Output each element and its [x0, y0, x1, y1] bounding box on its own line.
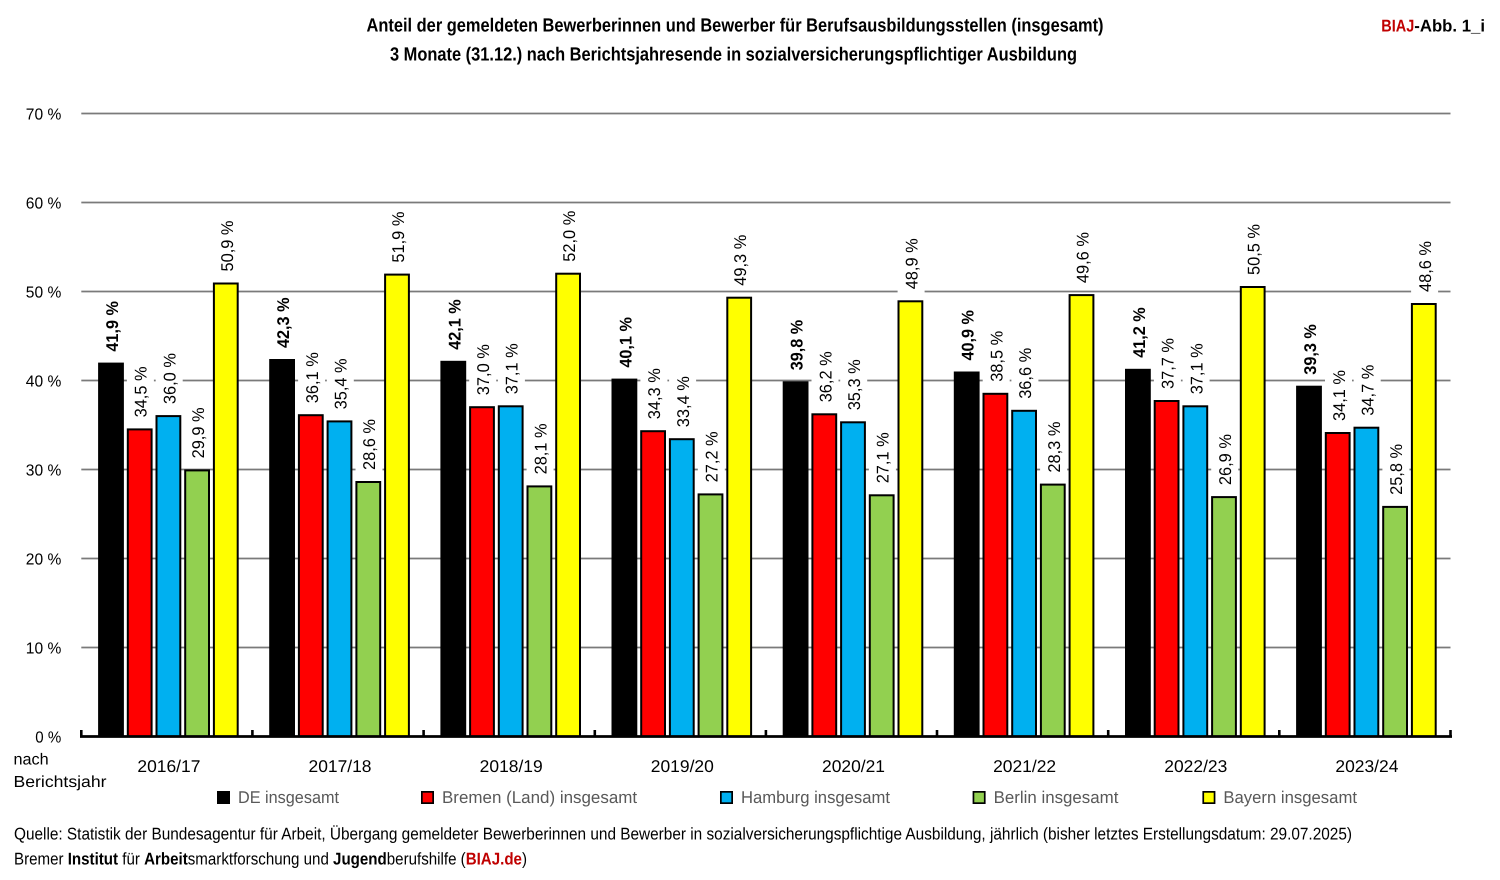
svg-text:39,8 %: 39,8 % — [788, 320, 807, 371]
svg-text:-Abb. 1_i: -Abb. 1_i — [1414, 16, 1485, 35]
svg-text:nach: nach — [14, 752, 49, 769]
svg-text:33,4 %: 33,4 % — [674, 376, 693, 427]
svg-text:50,5 %: 50,5 % — [1245, 224, 1264, 275]
svg-text:49,6 %: 49,6 % — [1074, 232, 1093, 283]
svg-text:Bayern insgesamt: Bayern insgesamt — [1223, 788, 1357, 807]
svg-text:40,1 %: 40,1 % — [616, 317, 635, 368]
svg-text:26,9 %: 26,9 % — [1216, 434, 1235, 485]
svg-text:): ) — [522, 850, 527, 869]
svg-text:2020/21: 2020/21 — [822, 757, 885, 776]
svg-text:Bremen (Land) insgesamt: Bremen (Land) insgesamt — [442, 788, 637, 807]
svg-text:2021/22: 2021/22 — [993, 757, 1056, 776]
svg-text:Arbeit: Arbeit — [144, 850, 188, 869]
svg-text:49,3 %: 49,3 % — [731, 235, 750, 286]
svg-text:35,4 %: 35,4 % — [332, 358, 351, 409]
svg-text:Berlin insgesamt: Berlin insgesamt — [994, 788, 1119, 807]
svg-text:Quelle: Statistik der Bundesag: Quelle: Statistik der Bundesagentur für … — [14, 825, 1352, 844]
svg-text:40 %: 40 % — [26, 373, 62, 390]
svg-text:2016/17: 2016/17 — [137, 757, 200, 776]
svg-text:50,9 %: 50,9 % — [218, 221, 237, 272]
svg-text:0 %: 0 % — [35, 729, 61, 746]
svg-text:42,1 %: 42,1 % — [445, 299, 464, 350]
svg-text:42,3 %: 42,3 % — [274, 298, 293, 349]
svg-text:2017/18: 2017/18 — [309, 757, 372, 776]
svg-text:41,2 %: 41,2 % — [1130, 307, 1149, 358]
svg-text:Anteil der gemeldeten Bewerber: Anteil der gemeldeten Bewerberinnen und … — [367, 16, 1104, 37]
svg-text:BIAJ: BIAJ — [1381, 16, 1414, 35]
svg-text:34,5 %: 34,5 % — [132, 366, 151, 417]
svg-text:für: für — [118, 850, 144, 869]
svg-text:39,3 %: 39,3 % — [1301, 324, 1320, 375]
svg-text:35,3 %: 35,3 % — [845, 359, 864, 410]
svg-text:36,0 %: 36,0 % — [160, 353, 179, 404]
svg-text:37,7 %: 37,7 % — [1159, 338, 1178, 389]
svg-text:36,1 %: 36,1 % — [303, 352, 322, 403]
svg-text:Berichtsjahr: Berichtsjahr — [14, 774, 108, 791]
svg-text:48,6 %: 48,6 % — [1416, 241, 1435, 292]
svg-text:berufshilfe (: berufshilfe ( — [387, 850, 466, 869]
svg-text:Hamburg insgesamt: Hamburg insgesamt — [741, 788, 890, 807]
svg-text:37,1 %: 37,1 % — [1187, 343, 1206, 394]
svg-text:2023/24: 2023/24 — [1335, 757, 1398, 776]
svg-text:10 %: 10 % — [26, 640, 62, 657]
svg-text:29,9 %: 29,9 % — [189, 407, 208, 458]
svg-text:smarktforschung und: smarktforschung und — [188, 850, 333, 869]
svg-text:3 Monate (31.12.) nach Bericht: 3 Monate (31.12.) nach Berichtsjahresend… — [390, 45, 1077, 66]
svg-text:40,9 %: 40,9 % — [959, 310, 978, 360]
svg-text:48,9 %: 48,9 % — [902, 238, 921, 289]
svg-text:50 %: 50 % — [26, 284, 62, 301]
svg-text:37,0 %: 37,0 % — [474, 344, 493, 395]
svg-text:2022/23: 2022/23 — [1164, 757, 1227, 776]
svg-text:28,1 %: 28,1 % — [531, 423, 550, 474]
svg-text:37,1 %: 37,1 % — [503, 343, 522, 394]
svg-text:2019/20: 2019/20 — [651, 757, 714, 776]
svg-text:28,6 %: 28,6 % — [360, 419, 379, 470]
svg-text:34,3 %: 34,3 % — [645, 368, 664, 419]
svg-text:38,5 %: 38,5 % — [987, 331, 1006, 382]
svg-text:34,1 %: 34,1 % — [1330, 370, 1349, 421]
svg-text:30 %: 30 % — [26, 462, 62, 479]
svg-text:52,0 %: 52,0 % — [560, 211, 579, 262]
svg-text:27,2 %: 27,2 % — [703, 431, 722, 482]
svg-text:2018/19: 2018/19 — [480, 757, 543, 776]
svg-text:Institut: Institut — [68, 850, 119, 869]
svg-text:70 %: 70 % — [26, 106, 62, 123]
svg-text:Jugend: Jugend — [333, 850, 387, 869]
svg-text:Bremer: Bremer — [14, 850, 68, 869]
svg-text:27,1 %: 27,1 % — [874, 432, 893, 483]
svg-text:36,2 %: 36,2 % — [816, 351, 835, 402]
svg-text:DE insgesamt: DE insgesamt — [238, 788, 339, 807]
svg-text:20 %: 20 % — [26, 551, 62, 568]
svg-text:41,9 %: 41,9 % — [103, 301, 122, 352]
svg-text:60 %: 60 % — [26, 195, 62, 212]
svg-text:BIAJ.de: BIAJ.de — [466, 850, 522, 869]
svg-text:25,8 %: 25,8 % — [1387, 444, 1406, 495]
svg-text:34,7 %: 34,7 % — [1359, 365, 1378, 416]
svg-text:28,3 %: 28,3 % — [1045, 422, 1064, 473]
svg-text:51,9 %: 51,9 % — [389, 212, 408, 263]
svg-text:36,6 %: 36,6 % — [1016, 348, 1035, 399]
